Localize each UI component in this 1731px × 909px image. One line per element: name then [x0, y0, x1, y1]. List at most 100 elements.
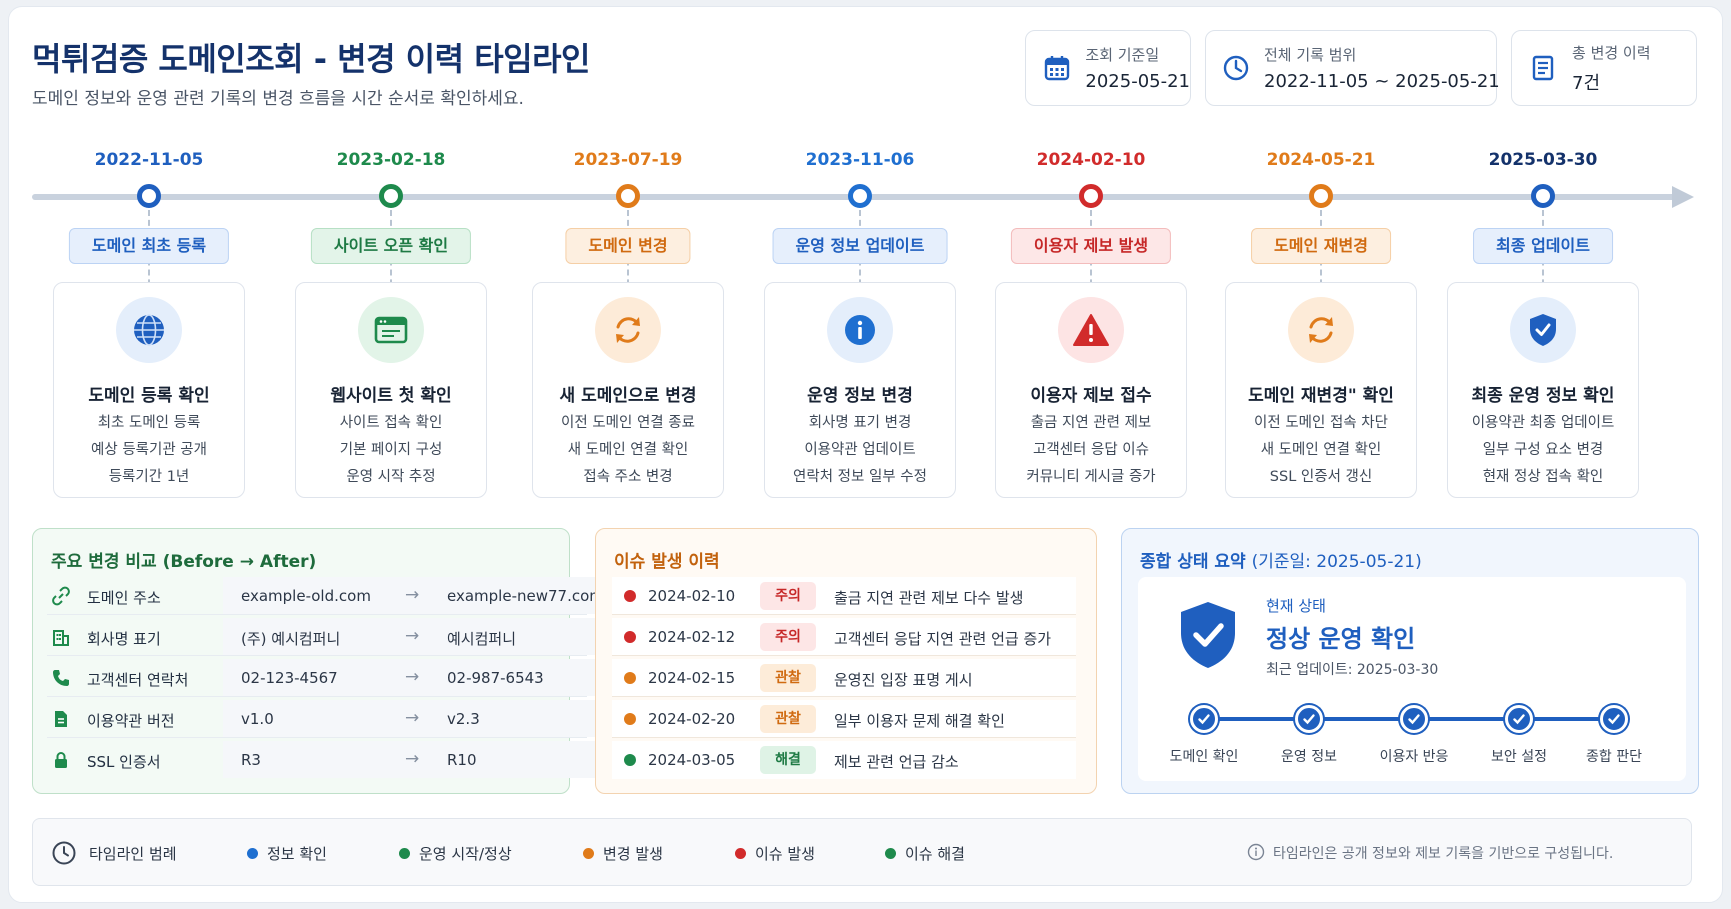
timeline-stage[interactable]: 2023-07-19 도메인 변경 새 도메인으로 변경 이전 도메인 연결 종… — [513, 150, 743, 498]
arrow-right-icon: → — [405, 749, 420, 769]
status-dot — [624, 672, 636, 684]
comparison-after: v2.3 — [447, 710, 480, 728]
comparison-row-label: 고객센터 연락처 — [87, 671, 189, 689]
info-card-value: 2025-05-21 — [1085, 71, 1190, 92]
timeline-stage[interactable]: 2022-11-05 도메인 최초 등록 도메인 등록 확인 최초 도메인 등록… — [34, 150, 264, 498]
comparison-after: 예시컴퍼니 — [447, 630, 517, 648]
issue-row[interactable]: 2024-03-05 해결 제보 관련 언급 감소 — [612, 741, 1076, 779]
lock-icon — [51, 750, 71, 770]
stage-card-line: SSL 인증서 갱신 — [1269, 469, 1373, 485]
status-badge: 주의 — [760, 623, 816, 651]
comparison-row: 도메인 주소 example-old.com → example-new77.c… — [47, 577, 604, 615]
info-card-query-date: 조회 기준일 2025-05-21 — [1025, 30, 1191, 106]
timeline-node — [137, 184, 161, 208]
status-dot — [624, 754, 636, 766]
issue-row[interactable]: 2024-02-15 관찰 운영진 입장 표명 게시 — [612, 659, 1076, 697]
issue-date: 2024-02-15 — [648, 669, 736, 687]
stage-card-line: 이용약관 최종 업데이트 — [1471, 415, 1615, 431]
stage-card-title: 웹사이트 첫 확인 — [330, 386, 452, 406]
check-icon — [1190, 705, 1218, 733]
comparison-row-label: SSL 인증서 — [87, 753, 161, 771]
stage-card-line: 커뮤니티 게시글 증가 — [1026, 469, 1156, 485]
status-dot — [624, 713, 636, 725]
stage-card-line: 고객센터 응답 이슈 — [1033, 442, 1149, 458]
comparison-row: 이용약관 버전 v1.0 → v2.3 — [47, 700, 601, 738]
status-dot — [624, 590, 636, 602]
comparison-after: 02-987-6543 — [447, 669, 544, 687]
timeline-node — [848, 184, 872, 208]
legend-item-label: 이슈 해결 — [905, 845, 965, 863]
legend-item-label: 이슈 발생 — [755, 845, 815, 863]
info-circle-icon — [1247, 843, 1265, 865]
clock-icon — [51, 840, 77, 870]
comparison-row: SSL 인증서 R3 → R10 — [47, 741, 601, 779]
summary-step: 이용자 반응 — [1359, 705, 1469, 766]
comparison-after: example-new77.com — [447, 587, 604, 605]
stage-card-line: 이전 도메인 접속 차단 — [1254, 415, 1388, 431]
issues-panel-title: 이슈 발생 이력 — [614, 552, 720, 572]
issue-row[interactable]: 2024-02-12 주의 고객센터 응답 지연 관련 언급 증가 — [612, 618, 1076, 656]
stage-card: 도메인 재변경" 확인 이전 도메인 접속 차단 새 도메인 연결 확인 SSL… — [1225, 282, 1417, 498]
file-icon — [51, 709, 71, 729]
comparison-before: (주) 예시컴퍼니 — [241, 630, 341, 648]
info-card-value: 7건 — [1572, 72, 1601, 94]
stage-card-line: 새 도메인 연결 확인 — [1260, 442, 1382, 458]
comparison-before: 02-123-4567 — [241, 669, 338, 687]
timeline-stage[interactable]: 2023-11-06 운영 정보 업데이트 운영 정보 변경 회사명 표기 변경… — [745, 150, 975, 498]
warning-icon — [1058, 297, 1124, 363]
timeline-node — [616, 184, 640, 208]
info-card-record-range: 전체 기록 범위 2022-11-05 ~ 2025-05-21 — [1205, 30, 1500, 106]
refresh-icon — [595, 297, 661, 363]
issue-row[interactable]: 2024-02-20 관찰 일부 이용자 문제 해결 확인 — [612, 700, 1076, 738]
stage-tag: 도메인 최초 등록 — [68, 228, 230, 264]
comparison-before: example-old.com — [241, 587, 371, 605]
summary-panel-title: 종합 상태 요약 (기준일: 2025-05-21) — [1140, 547, 1422, 572]
summary-step: 운영 정보 — [1254, 705, 1364, 766]
stage-card-line: 이전 도메인 연결 종료 — [561, 415, 695, 431]
timeline-stage[interactable]: 2023-02-18 사이트 오픈 확인 웹사이트 첫 확인 사이트 접속 확인… — [276, 150, 506, 498]
legend-item: 운영 시작/정상 — [399, 843, 512, 864]
summary-step-label: 도메인 확인 — [1169, 749, 1239, 765]
stage-card-title: 최종 운영 정보 확인 — [1471, 386, 1615, 406]
globe-icon — [116, 297, 182, 363]
stage-card-line: 일부 구성 요소 변경 — [1482, 442, 1604, 458]
comparison-before: R3 — [241, 751, 261, 769]
legend-item: 이슈 해결 — [885, 843, 965, 864]
issue-description: 제보 관련 언급 감소 — [834, 753, 959, 771]
shield-check-icon — [1176, 599, 1240, 675]
link-icon — [51, 586, 71, 606]
timeline-stage[interactable]: 2024-05-21 도메인 재변경 도메인 재변경" 확인 이전 도메인 접속… — [1206, 150, 1436, 498]
info-card-label: 조회 기준일 — [1085, 46, 1160, 64]
page-title: 먹튀검증 도메인조회 - 변경 이력 타임라인 — [32, 40, 590, 78]
stage-card-title: 도메인 등록 확인 — [88, 386, 210, 406]
status-dot — [624, 631, 636, 643]
summary-step-label: 이용자 반응 — [1379, 749, 1449, 765]
stage-date: 2024-05-21 — [1266, 150, 1376, 170]
summary-status-label: 현재 상태 — [1266, 597, 1326, 615]
stage-card: 운영 정보 변경 회사명 표기 변경 이용약관 업데이트 연락처 정보 일부 수… — [764, 282, 956, 498]
info-card-value: 2022-11-05 ~ 2025-05-21 — [1264, 71, 1500, 92]
status-badge: 관찰 — [760, 705, 816, 733]
phone-icon — [51, 668, 71, 688]
info-card-total-changes: 총 변경 이력 7건 — [1511, 30, 1697, 106]
summary-updated: 최근 업데이트: 2025-03-30 — [1266, 662, 1439, 678]
stage-card: 이용자 제보 접수 출금 지연 관련 제보 고객센터 응답 이슈 커뮤니티 게시… — [995, 282, 1187, 498]
stage-card-line: 사이트 접속 확인 — [339, 415, 443, 431]
arrow-right-icon: → — [405, 585, 420, 605]
summary-step: 보안 설정 — [1464, 705, 1574, 766]
stage-tag: 최종 업데이트 — [1473, 228, 1613, 264]
stage-card-line: 회사명 표기 변경 — [808, 415, 912, 431]
issue-row[interactable]: 2024-02-10 주의 출금 지연 관련 제보 다수 발생 — [612, 577, 1076, 615]
building-icon — [51, 627, 71, 647]
stage-date: 2024-02-10 — [1036, 150, 1146, 170]
timeline-stage[interactable]: 2025-03-30 최종 업데이트 최종 운영 정보 확인 이용약관 최종 업… — [1428, 150, 1658, 498]
timeline-stage[interactable]: 2024-02-10 이용자 제보 발생 이용자 제보 접수 출금 지연 관련 … — [976, 150, 1206, 498]
page-subtitle: 도메인 정보와 운영 관련 기록의 변경 흐름을 시간 순서로 확인하세요. — [32, 89, 524, 109]
status-badge: 해결 — [760, 746, 816, 774]
stage-tag: 도메인 재변경 — [1251, 228, 1391, 264]
summary-title: 종합 상태 요약 — [1140, 552, 1246, 572]
comparison-row-label: 이용약관 버전 — [87, 712, 175, 730]
issues-panel: 이슈 발생 이력 2024-02-10 주의 출금 지연 관련 제보 다수 발생… — [595, 528, 1097, 794]
arrow-right-icon: → — [405, 626, 420, 646]
issue-description: 운영진 입장 표명 게시 — [834, 671, 973, 689]
